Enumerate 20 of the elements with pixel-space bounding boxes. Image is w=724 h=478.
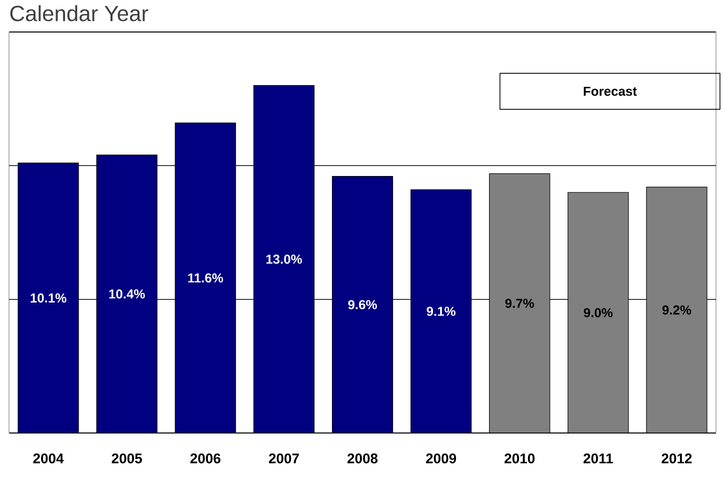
- x-tick-label: 2009: [426, 453, 456, 464]
- x-tick-label: 2008: [347, 453, 378, 464]
- x-tick-label: 2010: [504, 453, 535, 464]
- data-label: 9.7%: [505, 298, 534, 308]
- x-tick-label: 2012: [662, 453, 692, 464]
- data-label: 10.4%: [109, 289, 145, 299]
- x-tick-label: 2005: [112, 453, 142, 464]
- x-tick-label: 2011: [584, 453, 613, 464]
- data-label: 9.6%: [348, 300, 377, 310]
- data-label: 9.0%: [584, 308, 613, 318]
- data-label: 13.0%: [266, 254, 302, 264]
- x-tick-label: 2006: [190, 453, 220, 464]
- annotation: Forecast: [584, 86, 637, 96]
- x-tick-label: 2007: [268, 453, 299, 464]
- data-label: 9.2%: [662, 305, 692, 315]
- chart-title: Calendar Year: [10, 5, 148, 22]
- data-label: 9.1%: [426, 306, 456, 316]
- x-tick-label: 2004: [33, 453, 64, 464]
- data-label: 11.6%: [188, 273, 224, 283]
- data-label: 10.1%: [30, 293, 66, 303]
